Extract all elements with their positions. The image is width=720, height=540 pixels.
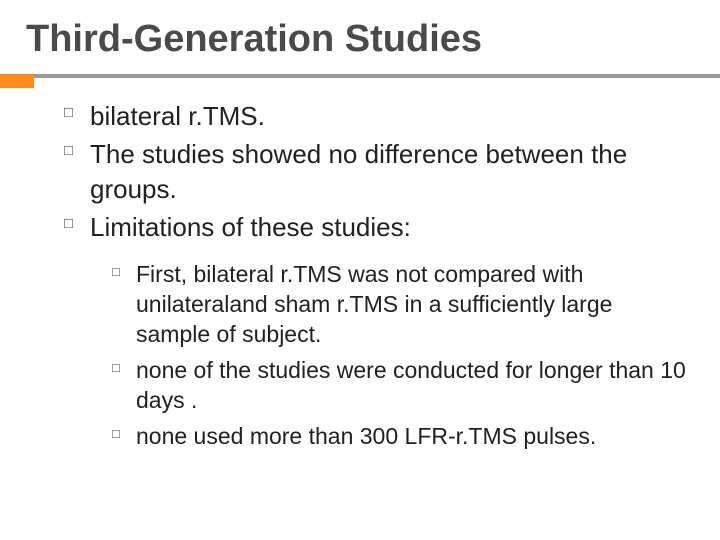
list-item: none of the studies were conducted for l… (112, 356, 692, 416)
list-item: bilateral r.TMS. (64, 99, 692, 133)
list-item: The studies showed no difference between… (64, 137, 692, 206)
list-item: Limitations of these studies: First, bil… (64, 210, 692, 452)
list-item: First, bilateral r.TMS was not compared … (112, 260, 692, 350)
slide: Third-Generation Studies bilateral r.TMS… (0, 0, 720, 540)
list-item-text: none used more than 300 LFR-r.TMS pulses… (136, 423, 596, 449)
bullet-list-level-2: First, bilateral r.TMS was not compared … (112, 260, 692, 451)
bullet-list-level-1: bilateral r.TMS. The studies showed no d… (64, 99, 692, 452)
list-item-text: First, bilateral r.TMS was not compared … (136, 261, 612, 347)
divider-line (0, 74, 720, 78)
page-title: Third-Generation Studies (26, 18, 692, 61)
list-item: none used more than 300 LFR-r.TMS pulses… (112, 422, 692, 452)
list-item-text: Limitations of these studies: (90, 212, 411, 242)
list-item-text: The studies showed no difference between… (90, 139, 627, 203)
list-item-text: none of the studies were conducted for l… (136, 357, 686, 413)
list-item-text: bilateral r.TMS. (90, 101, 265, 131)
accent-chip (0, 74, 34, 88)
content-area: bilateral r.TMS. The studies showed no d… (64, 99, 692, 452)
